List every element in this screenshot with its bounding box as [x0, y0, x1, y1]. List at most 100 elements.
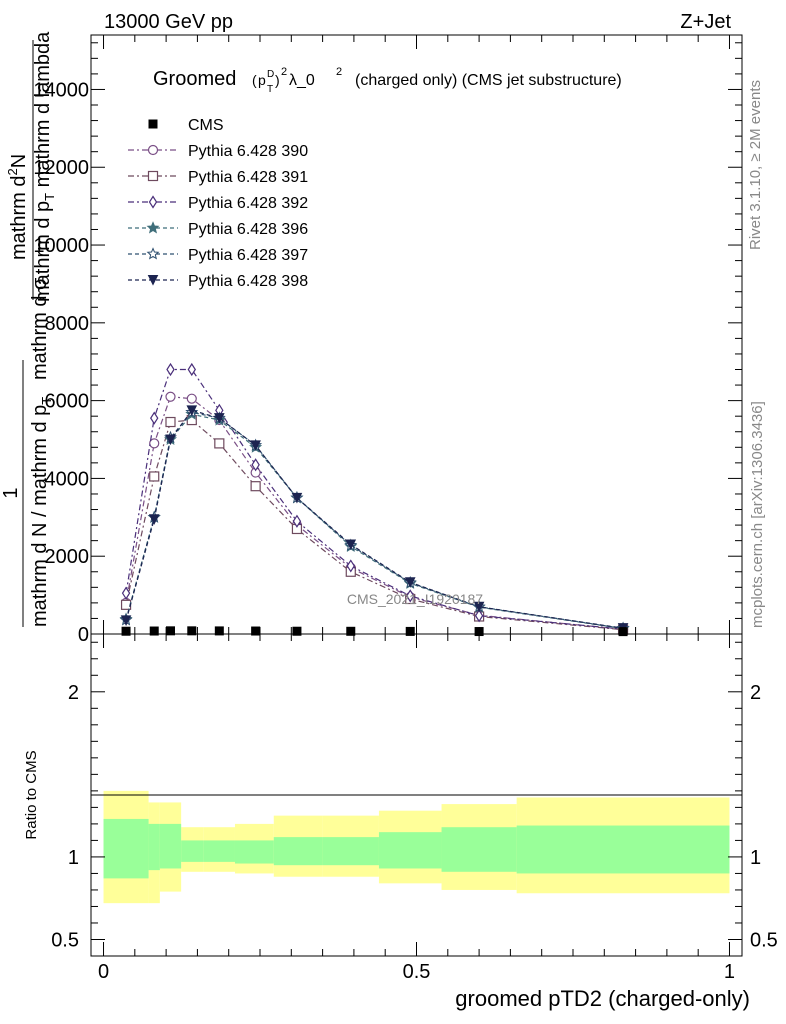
- ratio-band-green: [234, 840, 274, 864]
- header-left: 13000 GeV pp: [104, 11, 233, 33]
- y-tick-label: 6000: [45, 391, 90, 413]
- series-point-1: [186, 393, 197, 404]
- series-point-6: [473, 601, 485, 613]
- ylabel-numerator-one: 1: [0, 487, 22, 498]
- x-tick-label: 0: [98, 961, 109, 983]
- legend-label-6: Pythia 6.428 398: [188, 273, 308, 290]
- series-point-1: [165, 391, 176, 402]
- ratio-band-green: [181, 840, 204, 862]
- series-point-2: [120, 599, 132, 610]
- legend-marker-4: [146, 221, 160, 234]
- series-point-2: [250, 481, 261, 492]
- y-tick-label: 4000: [45, 468, 90, 490]
- main-plot: 0 2000 4000 6000 8000 10000 12000 14000 CMS_202…: [33, 34, 743, 646]
- series-point-3: [346, 559, 355, 573]
- main-ylabel: 1 mathrm d N / mathrm d pT mathrm d2N ma…: [0, 31, 57, 627]
- series-point-6: [404, 577, 416, 588]
- series-point-3: [406, 589, 415, 603]
- series-point-3: [187, 362, 196, 377]
- series-point-3: [150, 411, 159, 425]
- side-mcplots: mcplots.cern.ch [arXiv:1306.3436]: [749, 401, 766, 628]
- series-point-6: [186, 405, 198, 416]
- legend-marker-2: [147, 170, 159, 182]
- watermark: CMS_2021_I1920187: [347, 591, 483, 607]
- cms-data-point: [346, 626, 356, 636]
- series-point-6: [148, 514, 160, 525]
- legend-label-4: Pythia 6.428 396: [188, 221, 308, 238]
- ratio-band-green: [203, 840, 235, 862]
- ratio-frame: [90, 633, 743, 957]
- series-point-6: [120, 615, 132, 627]
- cms-data-point: [292, 626, 302, 636]
- y-tick-label: 10000: [33, 235, 89, 257]
- title-pt-sub: T: [267, 84, 273, 95]
- legend-label-cms: CMS: [188, 117, 224, 134]
- series-point-6: [165, 434, 176, 446]
- side-rivet: Rivet 3.1.10, ≥ 2M events: [747, 80, 764, 250]
- legend-marker-1: [147, 144, 159, 156]
- series-point-1: [149, 438, 160, 449]
- plot-title: Groomed ( p D T ) 2 λ_0 2 (charged only)…: [153, 66, 622, 95]
- series-point-3: [166, 362, 175, 377]
- ratio-tick-label-right: 0.5: [750, 929, 778, 951]
- series-line-2: [125, 419, 624, 631]
- title-prefix: Groomed: [153, 68, 236, 90]
- ratio-band-green: [322, 837, 379, 866]
- series-point-3: [292, 514, 302, 528]
- series-point-6: [291, 492, 303, 504]
- title-lambda-sup: 2: [336, 66, 342, 78]
- legend-marker-5: [146, 247, 160, 260]
- ylabel-top-line1: mathrm d2N: [5, 154, 30, 260]
- ratio-tick-label-left: 1: [68, 847, 79, 869]
- legend: CMS Pythia 6.428 390 Pythia 6.428 391 Pythi…: [128, 117, 308, 290]
- main-ticks: 0 2000 4000 6000 8000 10000 12000 14000: [33, 35, 742, 646]
- series-point-2: [165, 416, 176, 428]
- header-right: Z+Jet: [680, 11, 731, 33]
- x-tick-label: 1: [724, 961, 735, 983]
- cms-data-point: [187, 626, 197, 636]
- legend-label-3: Pythia 6.428 392: [188, 195, 308, 212]
- cms-data-point: [121, 626, 131, 636]
- cms-data-point: [165, 626, 175, 636]
- ratio-tick-label-left: 2: [68, 682, 79, 704]
- x-tick-labels: 0 0.5 1: [98, 961, 735, 983]
- title-sq: 2: [281, 66, 287, 78]
- ratio-band-green: [273, 837, 323, 866]
- ratio-band-green: [378, 832, 442, 869]
- legend-marker-6: [147, 275, 159, 286]
- title-suffix: (charged only) (CMS jet substructure): [355, 72, 622, 89]
- y-tick-label: 0: [78, 624, 89, 646]
- cms-data-point: [149, 626, 159, 636]
- ratio-band-green: [103, 818, 149, 879]
- cms-data-point: [214, 626, 224, 636]
- main-series: [119, 362, 630, 637]
- y-tick-label: 12000: [33, 157, 89, 179]
- title-pt-sup: D: [267, 69, 274, 80]
- ratio-ticks: 0.5 0.5 1 1 2 2: [51, 634, 778, 956]
- legend-label-5: Pythia 6.428 397: [188, 247, 308, 264]
- ratio-tick-label-left: 0.5: [51, 929, 79, 951]
- series-point-3: [251, 458, 260, 472]
- x-tick-label: 0.5: [403, 961, 431, 983]
- title-pt-close: ): [275, 72, 280, 88]
- series-point-6: [214, 413, 225, 424]
- legend-marker-cms: [148, 119, 158, 129]
- series-point-6: [345, 539, 357, 551]
- y-tick-label: 2000: [45, 546, 90, 568]
- ratio-band-green: [148, 823, 160, 871]
- x-axis-label: groomed pTD2 (charged-only): [455, 986, 750, 1011]
- title-pt-open: (: [252, 72, 257, 88]
- legend-label-2: Pythia 6.428 391: [188, 169, 308, 186]
- cms-data-point: [405, 626, 415, 636]
- ylabel-top-line2: mathrm d pT mathrm d lambda: [32, 31, 57, 302]
- ratio-tick-label-right: 1: [750, 847, 761, 869]
- cms-data-point: [474, 627, 484, 637]
- cms-data-point: [618, 627, 628, 637]
- title-lambda: λ_0: [289, 72, 315, 89]
- ratio-ylabel: Ratio to CMS: [23, 750, 40, 839]
- series-point-6: [250, 440, 261, 451]
- y-tick-label: 8000: [45, 313, 90, 335]
- ylabel-denominator: mathrm d N / mathrm d pT: [29, 397, 54, 627]
- y-tick-label: 14000: [33, 79, 89, 101]
